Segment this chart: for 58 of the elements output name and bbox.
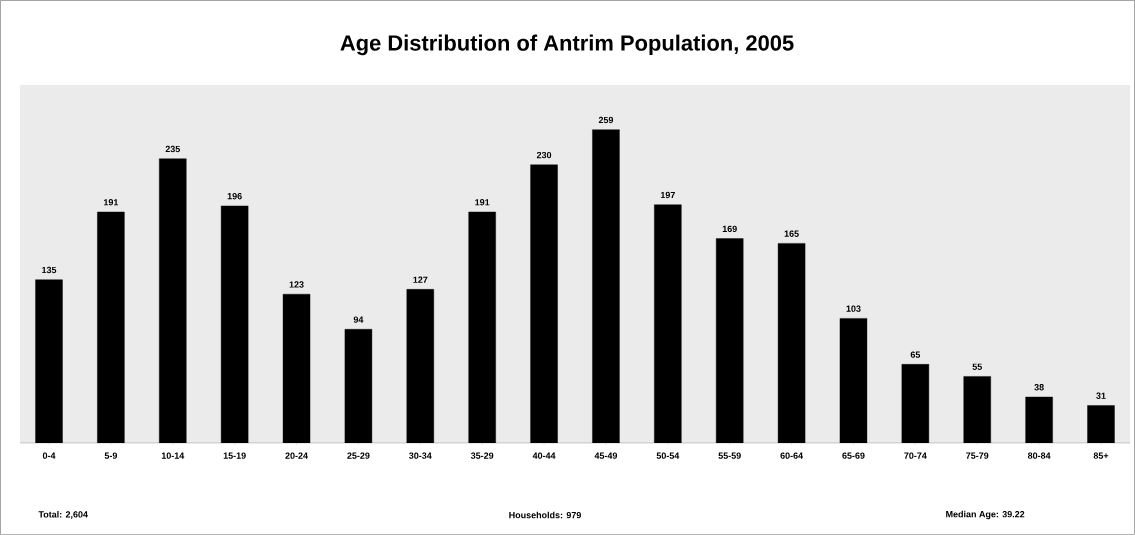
chart-title: Age Distribution of Antrim Population, 2005 [340, 34, 794, 56]
bar [35, 279, 63, 444]
x-tick-label: 50-54 [656, 452, 680, 459]
bar [282, 294, 311, 444]
x-tick-label: 25-29 [347, 452, 370, 459]
data-label: 191 [475, 199, 490, 206]
bar [592, 129, 620, 444]
bar [220, 205, 249, 444]
x-tick-label: 45-49 [594, 452, 618, 459]
data-label: 191 [103, 199, 119, 206]
bar [468, 211, 496, 444]
data-label: 230 [536, 151, 552, 159]
x-tick-label: 35-29 [470, 452, 494, 459]
text: Total: 2,604 [38, 511, 88, 519]
bar [1087, 405, 1115, 444]
bar [344, 329, 373, 444]
data-label: 38 [1034, 384, 1044, 391]
data-label: 31 [1096, 392, 1106, 399]
x-tick-label: 30-34 [409, 452, 432, 459]
data-label: 235 [165, 145, 180, 153]
bar [839, 318, 868, 444]
data-label: 169 [722, 225, 737, 233]
bar [159, 158, 187, 444]
x-tick-label: 80-84 [1027, 452, 1051, 459]
data-label: 103 [846, 305, 861, 312]
x-tick-label: 10-14 [161, 452, 185, 459]
x-tick-label: 40-44 [532, 452, 556, 459]
data-label: 127 [413, 276, 428, 283]
x-tick-label: 60-64 [780, 452, 803, 459]
bar [716, 238, 744, 444]
bar [777, 243, 806, 444]
x-tick-label: 70-74 [904, 452, 927, 459]
data-label: 197 [660, 191, 675, 199]
text: Households: 979 [509, 511, 581, 519]
data-label: 135 [42, 266, 57, 274]
data-label: 65 [910, 351, 921, 358]
bar [97, 211, 125, 444]
data-label: 259 [598, 116, 614, 124]
bar [530, 164, 558, 444]
x-tick-label: 55-59 [718, 452, 741, 459]
text: Median Age: 39.22 [946, 510, 1025, 520]
x-tick-label: 20-24 [285, 452, 308, 459]
x-tick-label: 75-79 [966, 452, 989, 459]
x-tick-label: 5-9 [104, 452, 118, 459]
x-tick-label: 65-69 [842, 452, 865, 459]
data-label: 123 [289, 281, 304, 288]
x-tick-label: 85+ [1093, 452, 1109, 459]
x-tick-label: 15-19 [223, 452, 246, 459]
bar [406, 289, 434, 444]
bar [1025, 396, 1053, 444]
data-label: 55 [972, 363, 982, 370]
data-label: 94 [353, 316, 364, 323]
data-label: 165 [784, 230, 799, 237]
data-label: 196 [227, 193, 242, 200]
bar [963, 376, 991, 444]
bar [901, 364, 930, 444]
bar [654, 204, 682, 444]
x-tick-label: 0-4 [42, 452, 56, 459]
